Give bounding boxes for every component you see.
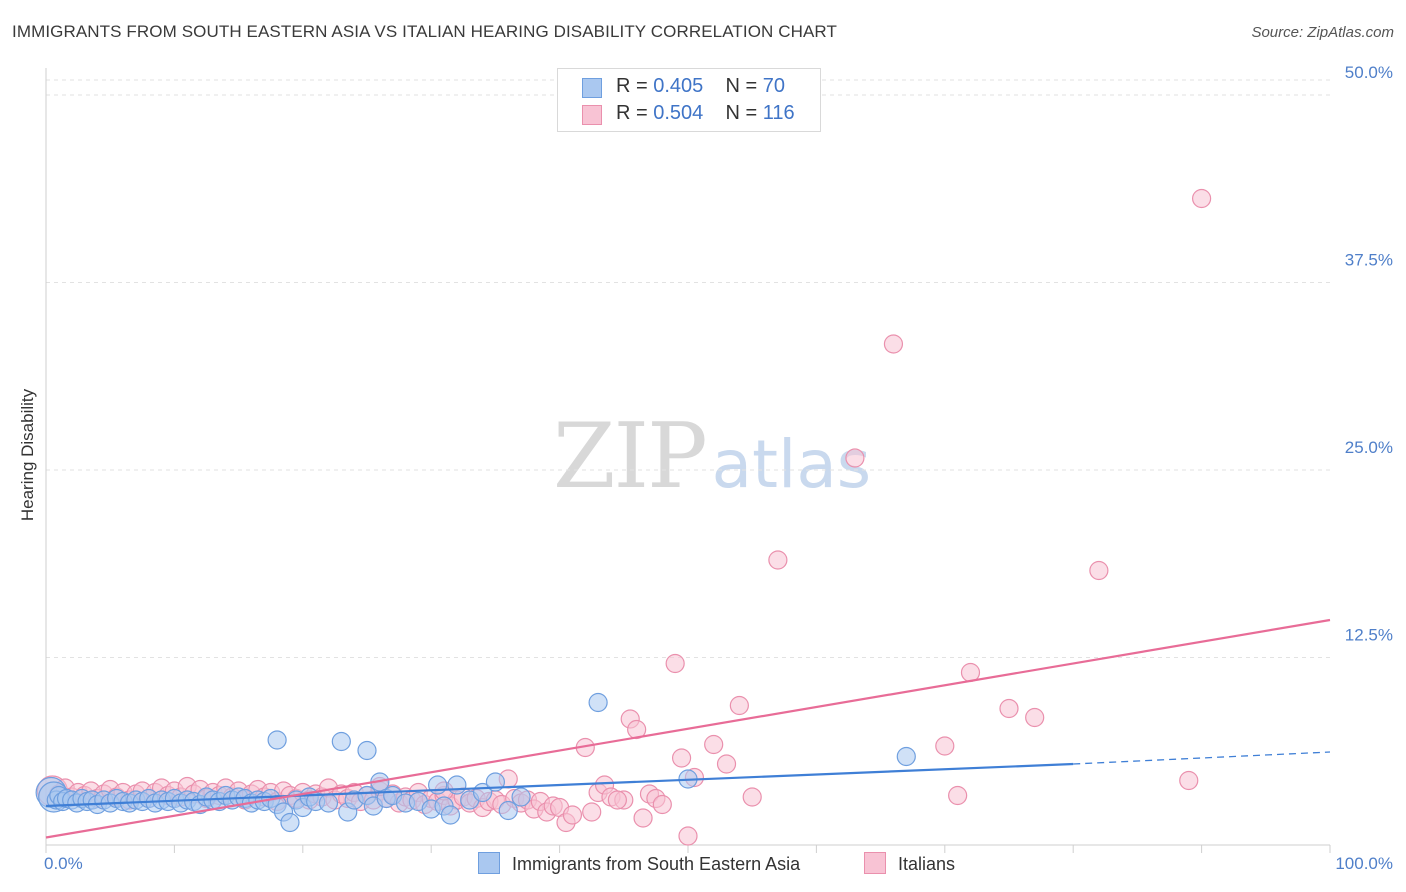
point-italians xyxy=(582,802,602,822)
point-italians xyxy=(652,794,672,815)
source-label: Source: ZipAtlas.com xyxy=(1251,24,1394,41)
watermark-atlas: atlas xyxy=(711,426,872,503)
point-italians xyxy=(1025,707,1045,728)
x-tick-label-min: 0.0% xyxy=(44,854,83,873)
legend-n-value-italians: 116 xyxy=(762,102,795,124)
legend-r-value-sea: 0.405 xyxy=(653,75,704,97)
legend-text-sea: R = 0.405 N = 70 xyxy=(616,75,786,97)
trend-lines xyxy=(45,618,1331,839)
trend-line-sea xyxy=(45,762,1074,808)
stats-legend: R = 0.405 N = 70 R = 0.504 N = 116 xyxy=(557,68,821,132)
point-sea xyxy=(588,692,608,713)
point-italians xyxy=(883,334,904,354)
trend-line-sea-extension xyxy=(1073,751,1331,765)
point-sea xyxy=(440,805,461,825)
legend-text-italians: R = 0.504 N = 116 xyxy=(616,102,795,124)
bottom-legend-swatch-sea xyxy=(478,852,500,874)
y-tick-label: 37.5% xyxy=(1345,251,1393,270)
axes xyxy=(45,68,1331,853)
point-italians xyxy=(665,653,685,674)
legend-r-value-italians: 0.504 xyxy=(653,102,704,124)
point-italians xyxy=(742,787,762,807)
legend-swatch-sea xyxy=(582,78,602,98)
point-sea xyxy=(511,787,531,807)
point-sea xyxy=(267,730,287,750)
point-sea xyxy=(280,812,300,833)
point-italians xyxy=(678,826,698,846)
point-italians xyxy=(729,695,749,716)
point-italians xyxy=(716,754,737,774)
chart-title: IMMIGRANTS FROM SOUTH EASTERN ASIA VS IT… xyxy=(12,22,837,41)
point-italians xyxy=(562,805,583,825)
point-italians xyxy=(1179,770,1199,791)
bottom-legend-swatch-italians xyxy=(864,852,886,874)
watermark-zip: ZIP xyxy=(553,404,708,509)
bottom-legend-sea: Immigrants from South Eastern Asia xyxy=(478,852,800,875)
y-tick-label: 25.0% xyxy=(1345,438,1393,457)
y-tick-label: 12.5% xyxy=(1345,626,1393,645)
point-italians xyxy=(948,785,968,806)
trend-line-italians xyxy=(45,618,1331,839)
point-italians xyxy=(768,550,788,570)
point-italians xyxy=(845,448,865,468)
grid-lines xyxy=(46,79,1330,658)
point-italians xyxy=(1191,188,1212,209)
y-tick-label: 50.0% xyxy=(1345,63,1393,82)
point-sea xyxy=(447,775,467,795)
point-italians xyxy=(935,736,955,756)
point-italians xyxy=(999,698,1019,719)
bottom-legend-label-sea: Immigrants from South Eastern Asia xyxy=(512,854,801,874)
point-sea xyxy=(498,800,518,821)
legend-swatch-italians xyxy=(582,105,602,125)
bottom-legend-italians: Italians xyxy=(864,852,955,875)
point-italians xyxy=(704,734,724,755)
point-sea xyxy=(331,731,351,752)
y-axis-title: Hearing Disability xyxy=(18,388,37,521)
data-points xyxy=(35,188,1212,846)
point-italians xyxy=(671,748,692,768)
legend-n-value-sea: 70 xyxy=(762,75,786,97)
bottom-legend-label-italians: Italians xyxy=(898,854,956,874)
point-italians xyxy=(633,808,653,828)
point-italians xyxy=(1089,560,1109,581)
x-tick-label-max: 100.0% xyxy=(1335,854,1393,873)
point-sea xyxy=(318,793,339,813)
watermark: ZIPatlas xyxy=(553,404,871,509)
point-italians xyxy=(607,790,627,810)
tick-labels: 12.5% 25.0% 37.5% 50.0% 0.0% 100.0% Hearing Di… xyxy=(18,63,1393,873)
point-sea xyxy=(896,746,916,767)
point-sea xyxy=(357,740,377,761)
